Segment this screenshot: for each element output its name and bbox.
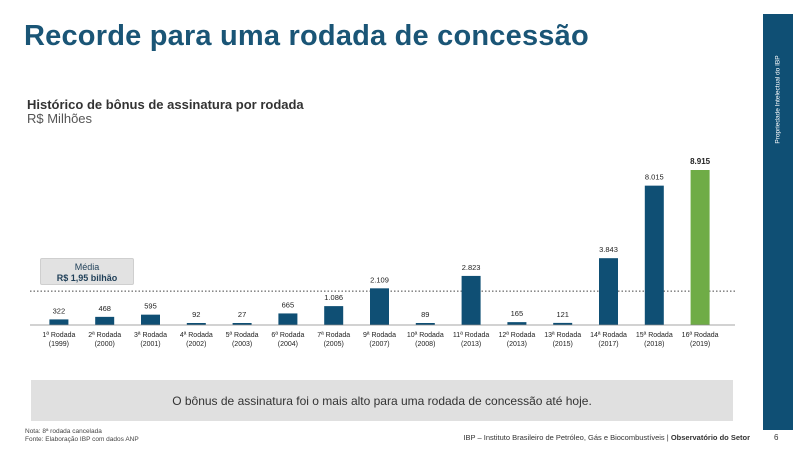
bar: [461, 275, 481, 325]
x-tick-label: 7ª Rodada: [317, 332, 350, 339]
x-tick-label: 4ª Rodada: [180, 332, 213, 339]
bar: [324, 306, 344, 325]
bar: [415, 323, 435, 325]
x-tick-label: 3ª Rodada: [134, 332, 167, 339]
bar-chart: 322 1ª Rodada (1999) 468 2ª Rodada (2000) 595 3…: [30, 157, 735, 348]
data-label: 8.015: [645, 173, 664, 182]
data-label: 3.843: [599, 245, 618, 254]
footer-org: IBP – Instituto Brasileiro de Petróleo, …: [463, 433, 669, 442]
bar: [141, 314, 160, 325]
data-label: 121: [556, 310, 569, 319]
chart-units: R$ Milhões: [27, 111, 93, 126]
data-label: 595: [144, 302, 157, 311]
data-label: 8.915: [690, 157, 711, 166]
page-number: 6: [774, 433, 779, 442]
x-tick-year: (2000): [95, 341, 115, 348]
notes: Nota: 8ª rodada cancelada Fonte: Elabora…: [25, 428, 139, 444]
highlight-message: O bônus de assinatura foi o mais alto pa…: [31, 380, 733, 421]
x-tick-year: (2007): [369, 341, 389, 348]
x-tick-year: (2008): [415, 341, 435, 348]
page-title: Recorde para uma rodada de concessão: [24, 20, 589, 52]
bar: [599, 258, 618, 325]
bar: [49, 319, 69, 325]
x-tick-year: (2005): [324, 341, 344, 348]
data-label: 165: [511, 309, 524, 318]
bar: [232, 323, 252, 325]
x-tick-label: 10ª Rodada: [407, 332, 444, 339]
x-tick-year: (2013): [507, 341, 527, 348]
x-tick-year: (2004): [278, 341, 298, 348]
x-tick-year: (2003): [232, 341, 252, 348]
footer: IBP – Instituto Brasileiro de Petróleo, …: [463, 433, 750, 442]
x-tick-label: 11ª Rodada: [453, 332, 489, 339]
data-label: 1.086: [324, 293, 343, 302]
x-tick-year: (2019): [690, 341, 710, 348]
bar: [507, 322, 527, 325]
average-label: Média: [74, 262, 100, 272]
data-label: 468: [98, 304, 111, 313]
sidebar-label: Propriedade Intelectual do IBP: [774, 55, 782, 144]
x-tick-label: 5ª Rodada: [226, 332, 259, 339]
x-tick-label: 16ª Rodada: [682, 332, 719, 339]
source-line: Fonte: Elaboração IBP com dados ANP: [25, 436, 139, 443]
x-tick-year: (2001): [140, 341, 160, 348]
data-label: 2.109: [370, 275, 389, 284]
data-label: 322: [53, 306, 66, 315]
x-tick-year: (1999): [49, 341, 69, 348]
x-tick-label: 1ª Rodada: [42, 332, 75, 339]
data-label: 89: [421, 310, 429, 319]
sidebar-band: Propriedade Intelectual do IBP: [763, 14, 793, 430]
note-line: Nota: 8ª rodada cancelada: [25, 428, 102, 435]
data-label: 2.823: [462, 263, 481, 272]
x-tick-label: 9ª Rodada: [363, 332, 396, 339]
x-tick-year: (2018): [644, 341, 664, 348]
bar: [553, 322, 573, 325]
average-callout: Média R$ 1,95 bilhão: [40, 258, 134, 285]
bar: [186, 323, 206, 325]
bar: [278, 313, 298, 325]
x-tick-year: (2015): [553, 341, 573, 348]
data-label: 27: [238, 310, 246, 319]
average-value: R$ 1,95 bilhão: [56, 273, 118, 283]
x-tick-year: (2017): [598, 341, 618, 348]
x-tick-year: (2013): [461, 341, 481, 348]
x-tick-label: 15ª Rodada: [636, 332, 673, 339]
x-tick-label: 14ª Rodada: [590, 332, 627, 339]
x-tick-label: 2ª Rodada: [88, 332, 121, 339]
x-tick-label: 6ª Rodada: [271, 332, 304, 339]
data-label: 92: [192, 310, 200, 319]
x-tick-year: (2002): [186, 341, 206, 348]
bar: [690, 170, 710, 325]
x-tick-label: 13ª Rodada: [544, 332, 581, 339]
bar: [95, 316, 115, 325]
footer-section: Observatório do Setor: [670, 433, 750, 442]
x-tick-label: 12ª Rodada: [498, 332, 535, 339]
chart-subtitle: Histórico de bônus de assinatura por rod…: [27, 97, 304, 112]
bar: [370, 288, 389, 325]
data-label: 665: [282, 300, 295, 309]
bar: [644, 185, 664, 325]
